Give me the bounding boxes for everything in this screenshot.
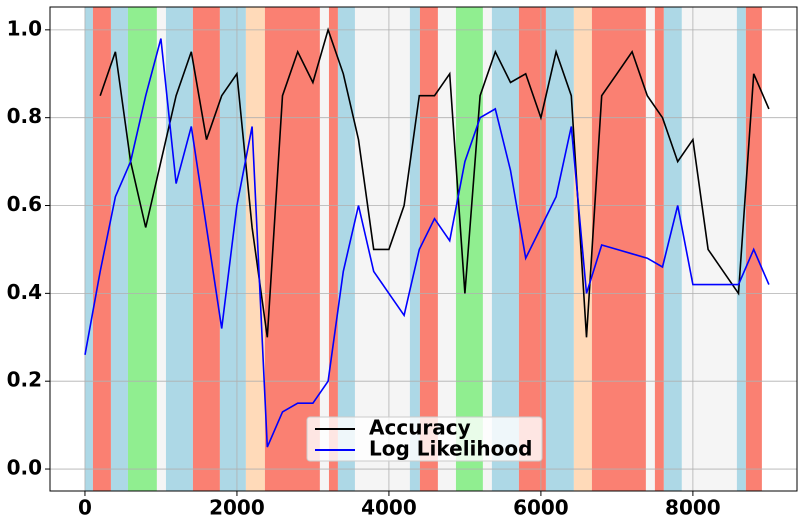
y-tick-label: 1.0 (7, 16, 42, 40)
y-tick-label: 0.8 (7, 104, 42, 128)
background-span (84, 7, 93, 491)
background-span (127, 7, 157, 491)
background-span (165, 7, 193, 491)
plot-frame (49, 6, 798, 492)
legend-box (306, 416, 543, 462)
x-tick-label: 8000 (665, 496, 721, 520)
background-span (264, 7, 320, 491)
y-tick-label: 0.6 (7, 192, 42, 216)
legend-label: Log Likelihood (369, 437, 532, 461)
data-line (84, 38, 770, 448)
background-span (156, 7, 166, 491)
background-span (455, 7, 483, 491)
background-span (219, 7, 246, 491)
background-span (437, 7, 456, 491)
x-tick-label: 0 (78, 496, 92, 520)
background-span (92, 7, 111, 491)
data-line (99, 27, 770, 338)
background-span (192, 7, 220, 491)
background-span (654, 7, 664, 491)
background-span (319, 7, 329, 491)
background-span (482, 7, 492, 491)
background-span (645, 7, 655, 491)
background-span (337, 7, 355, 491)
legend-label: Accuracy (369, 416, 471, 440)
background-span (681, 7, 737, 491)
y-tick-label: 0.4 (7, 280, 42, 304)
background-span (409, 7, 420, 491)
background-span (491, 7, 519, 491)
background-span (663, 7, 682, 491)
y-tick-label: 0.2 (7, 368, 42, 392)
background-span (328, 7, 338, 491)
background-span (419, 7, 438, 491)
x-tick-label: 4000 (361, 496, 417, 520)
y-tick-label: 0.0 (7, 456, 42, 480)
background-span (110, 7, 128, 491)
x-tick-label: 2000 (209, 496, 265, 520)
x-tick-label: 6000 (513, 496, 569, 520)
